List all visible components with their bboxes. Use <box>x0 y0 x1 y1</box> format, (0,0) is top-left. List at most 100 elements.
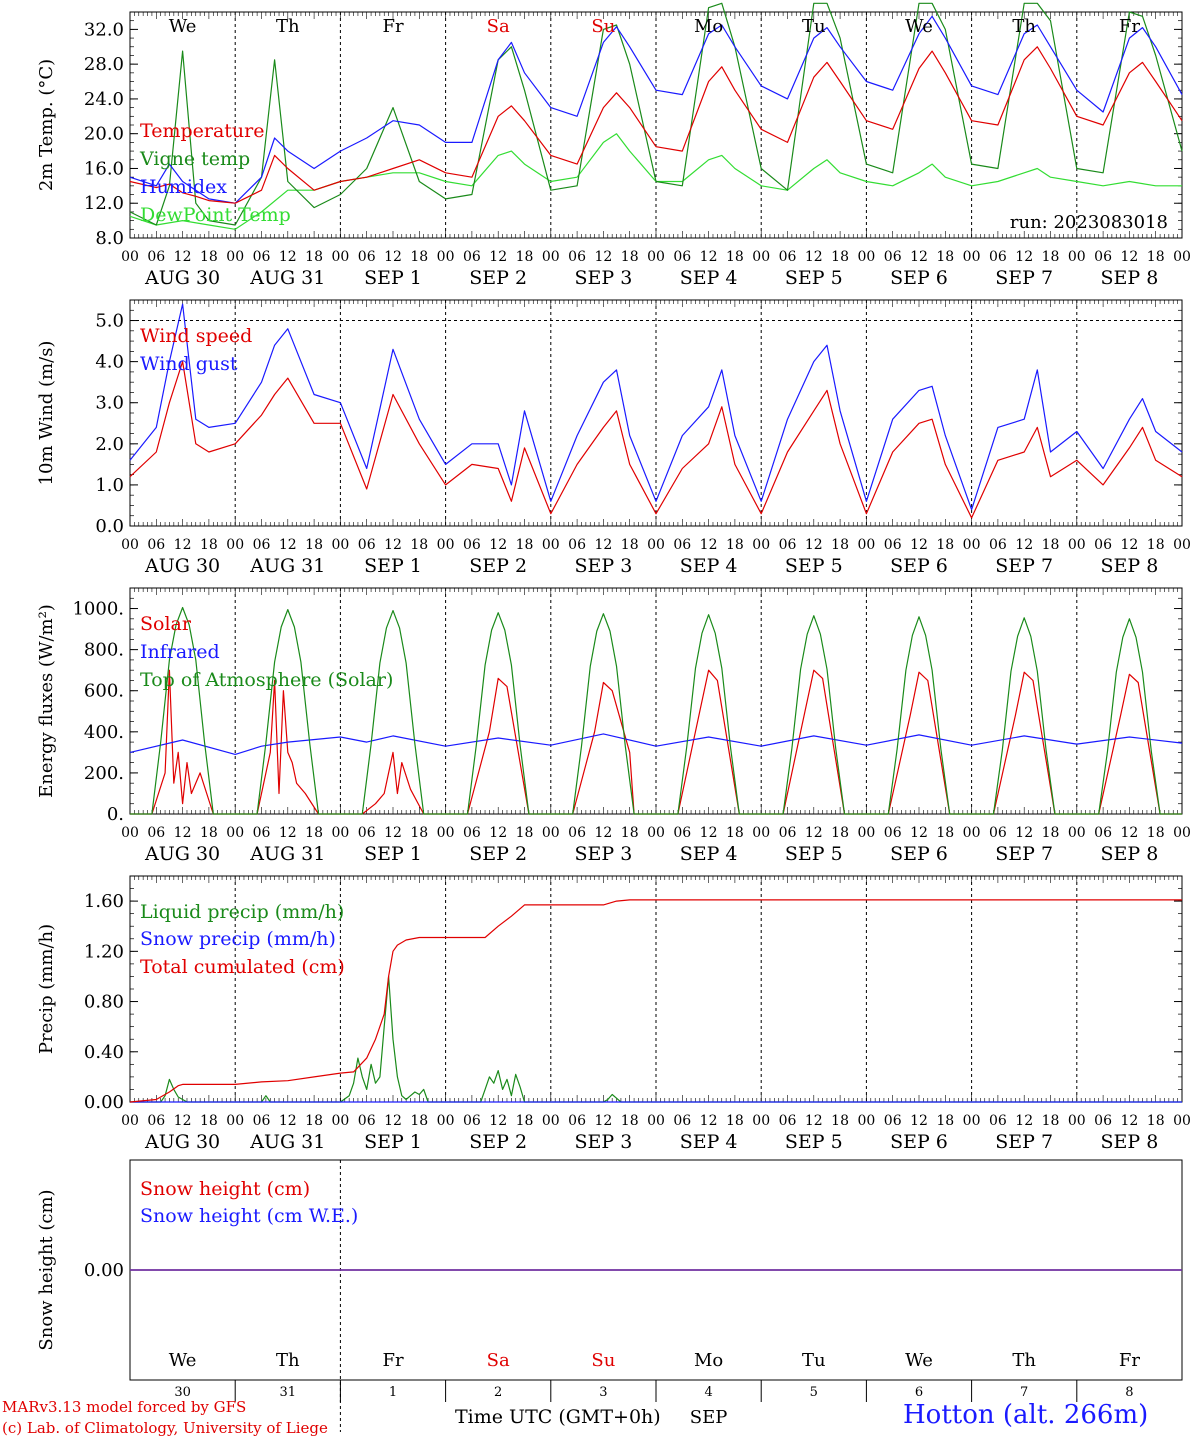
weekday-label: Sa <box>487 1350 510 1371</box>
hour-label: 12 <box>279 825 297 841</box>
hour-label: 06 <box>673 1113 691 1129</box>
hour-label: 06 <box>358 537 376 553</box>
y-tick-label: 0.80 <box>84 992 124 1013</box>
hour-label: 18 <box>726 1113 744 1129</box>
hour-label: 18 <box>1147 825 1165 841</box>
date-label: SEP 8 <box>1100 843 1158 865</box>
legend-entry: Temperature <box>140 120 264 142</box>
hour-label: 12 <box>174 1113 192 1129</box>
hour-label: 12 <box>1015 1113 1033 1129</box>
hour-label: 00 <box>1173 825 1191 841</box>
weekday-label: Th <box>276 1350 300 1371</box>
hour-label: 00 <box>331 249 349 265</box>
hour-label: 18 <box>726 249 744 265</box>
hour-label: 06 <box>147 825 165 841</box>
y-tick-label: 800. <box>84 640 124 661</box>
hour-label: 06 <box>253 825 271 841</box>
hour-label: 18 <box>726 825 744 841</box>
hour-label: 06 <box>463 249 481 265</box>
hour-label: 06 <box>463 1113 481 1129</box>
date-label: AUG 30 <box>144 843 220 865</box>
y-tick-label: 4.0 <box>95 352 124 373</box>
series-line-total-cumulated-cm- <box>129 899 1182 1103</box>
weekday-label: Fr <box>382 16 403 37</box>
hour-label: 18 <box>831 537 849 553</box>
hour-label: 00 <box>542 249 560 265</box>
date-label: SEP 5 <box>785 1131 843 1153</box>
hour-label: 18 <box>200 249 218 265</box>
hour-label: 00 <box>647 537 665 553</box>
hour-label: 06 <box>989 825 1007 841</box>
hour-label: 06 <box>673 825 691 841</box>
date-label: SEP 1 <box>364 843 422 865</box>
weekday-label: Tu <box>802 1350 826 1371</box>
date-label: SEP 7 <box>995 843 1053 865</box>
hour-label: 12 <box>700 1113 718 1129</box>
panel-4: 0.00 0.40 0.80 1.20 1.60 Precip (mm/h) Liquid … <box>36 875 1191 1153</box>
hour-label: 06 <box>1094 249 1112 265</box>
hour-label: 12 <box>279 537 297 553</box>
y-tick-label: 0. <box>107 804 124 825</box>
hour-label: 12 <box>700 249 718 265</box>
hour-label: 06 <box>779 1113 797 1129</box>
date-label: SEP 6 <box>890 843 948 865</box>
y-axis-label: Precip (mm/h) <box>36 924 57 1054</box>
y-tick-label: 1.20 <box>84 941 124 962</box>
hour-label: 06 <box>463 537 481 553</box>
date-label: SEP 2 <box>469 555 527 577</box>
hour-label: 18 <box>516 249 534 265</box>
hour-label: 00 <box>963 249 981 265</box>
weekday-label: Tu <box>802 16 826 37</box>
hour-label: 00 <box>542 825 560 841</box>
hour-label: 00 <box>647 249 665 265</box>
series-line-temperature <box>129 46 1183 204</box>
hour-label: 06 <box>884 537 902 553</box>
date-label: AUG 31 <box>249 1131 325 1153</box>
hour-label: 06 <box>1094 1113 1112 1129</box>
hour-label: 00 <box>857 1113 875 1129</box>
hour-label: 06 <box>568 537 586 553</box>
hour-label: 06 <box>568 249 586 265</box>
y-tick-label: 400. <box>84 722 124 743</box>
hour-label: 12 <box>1015 249 1033 265</box>
weekday-label: We <box>905 1350 933 1371</box>
hour-label: 06 <box>989 537 1007 553</box>
hour-label: 00 <box>1173 537 1191 553</box>
date-label: SEP 2 <box>469 267 527 289</box>
hour-label: 06 <box>253 249 271 265</box>
y-tick-label: 0.40 <box>84 1042 124 1063</box>
hour-label: 00 <box>121 249 139 265</box>
y-tick-label: 32.0 <box>84 19 124 40</box>
legend-entry: Top of Atmosphere (Solar) <box>140 669 393 691</box>
date-label: AUG 31 <box>249 267 325 289</box>
y-axis-label: 2m Temp. (°C) <box>36 59 57 191</box>
hour-label: 18 <box>200 537 218 553</box>
hour-label: 12 <box>1015 825 1033 841</box>
hour-label: 18 <box>726 537 744 553</box>
hour-label: 00 <box>121 825 139 841</box>
y-tick-label: 16.0 <box>84 158 124 179</box>
y-axis-label: Energy fluxes (W/m²) <box>36 604 57 798</box>
date-label: SEP 4 <box>680 555 738 577</box>
y-tick-label: 8.0 <box>95 228 124 249</box>
day-number-label: 1 <box>389 1385 397 1400</box>
hour-label: 12 <box>1120 825 1138 841</box>
hour-label: 00 <box>963 1113 981 1129</box>
series-line-humidex <box>129 15 1183 204</box>
weekday-label: Fr <box>382 1350 403 1371</box>
hour-label: 00 <box>647 1113 665 1129</box>
y-tick-label: 1.60 <box>84 891 124 912</box>
hour-label: 12 <box>489 537 507 553</box>
series-line-wind-speed <box>129 361 1183 519</box>
hour-label: 00 <box>331 1113 349 1129</box>
hour-label: 06 <box>989 1113 1007 1129</box>
hour-label: 06 <box>253 537 271 553</box>
date-label: SEP 7 <box>995 1131 1053 1153</box>
hour-label: 00 <box>752 825 770 841</box>
hour-label: 12 <box>805 249 823 265</box>
hour-label: 00 <box>1068 1113 1086 1129</box>
panel-3: 0. 200. 400. 600. 800. 1000. Energy fluxes (W/… <box>36 587 1191 865</box>
hour-label: 18 <box>516 1113 534 1129</box>
date-label: SEP 6 <box>890 267 948 289</box>
